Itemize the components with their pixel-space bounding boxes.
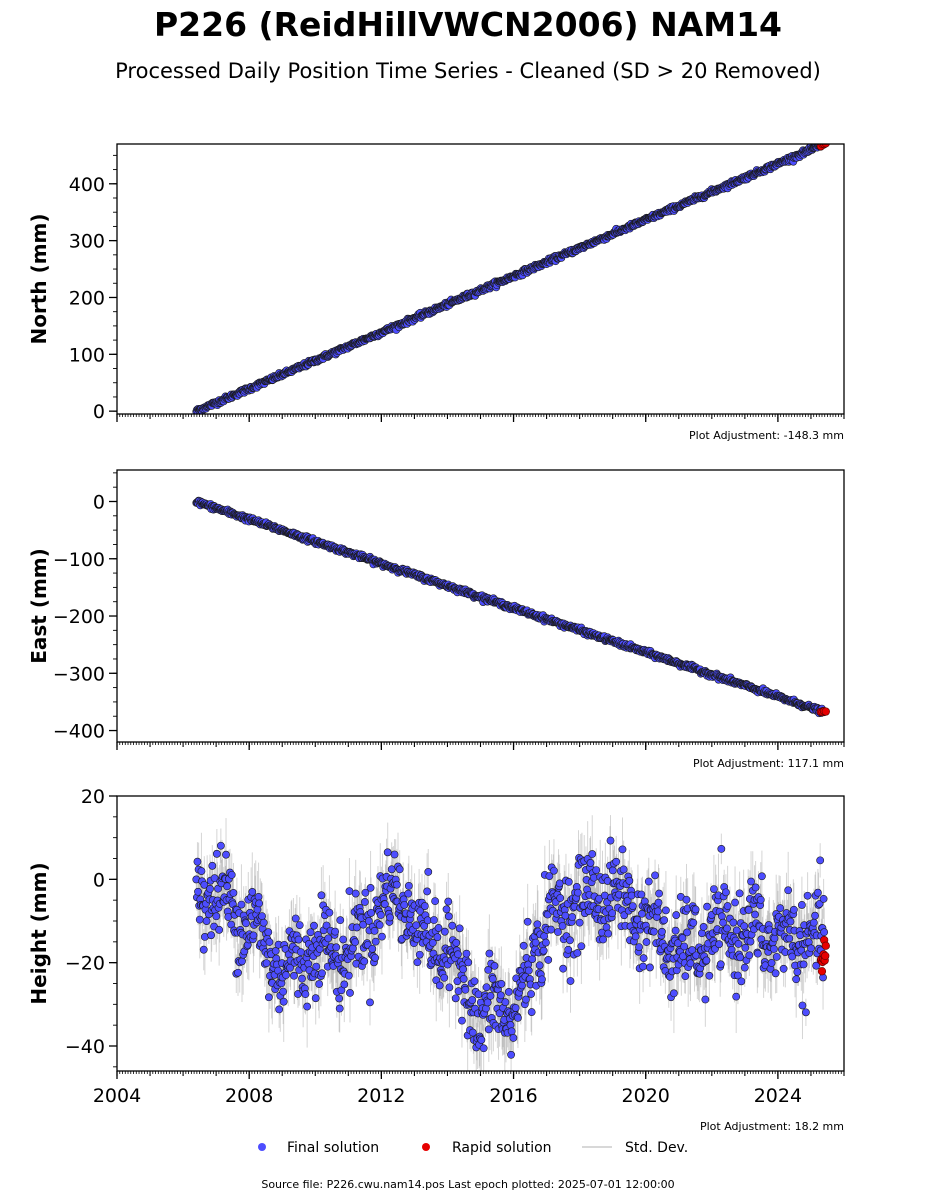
north-y-tick-label: 0 (93, 401, 105, 423)
north-y-tick-label: 200 (69, 287, 105, 309)
north-x-axis (116, 414, 845, 422)
north-rapid-point (821, 144, 830, 148)
chart-subtitle: Processed Daily Position Time Series - C… (115, 59, 821, 83)
north-y-tick-label: 300 (69, 231, 105, 253)
north-y-axis: 0 100 200 300 400 (69, 154, 117, 423)
north-plot-adjustment: Plot Adjustment: -148.3 mm (689, 429, 844, 442)
north-y-tick-label: 100 (69, 344, 105, 366)
east-series (192, 496, 830, 718)
north-final-points (192, 144, 829, 414)
chart-title: P226 (ReidHillVWCN2006) NAM14 (154, 5, 782, 44)
east-rapid-points (816, 707, 830, 717)
north-rapid-points (816, 144, 830, 151)
north-y-axis-label: North (mm) (27, 213, 51, 344)
east-x-axis (116, 742, 845, 750)
east-final-points (192, 496, 829, 718)
north-panel: 0 100 200 300 400 North (mm) Plot Adjustment: … (27, 143, 845, 442)
north-y-tick-label: 400 (69, 174, 105, 196)
north-series (192, 144, 830, 414)
east-rapid-point (821, 707, 830, 716)
